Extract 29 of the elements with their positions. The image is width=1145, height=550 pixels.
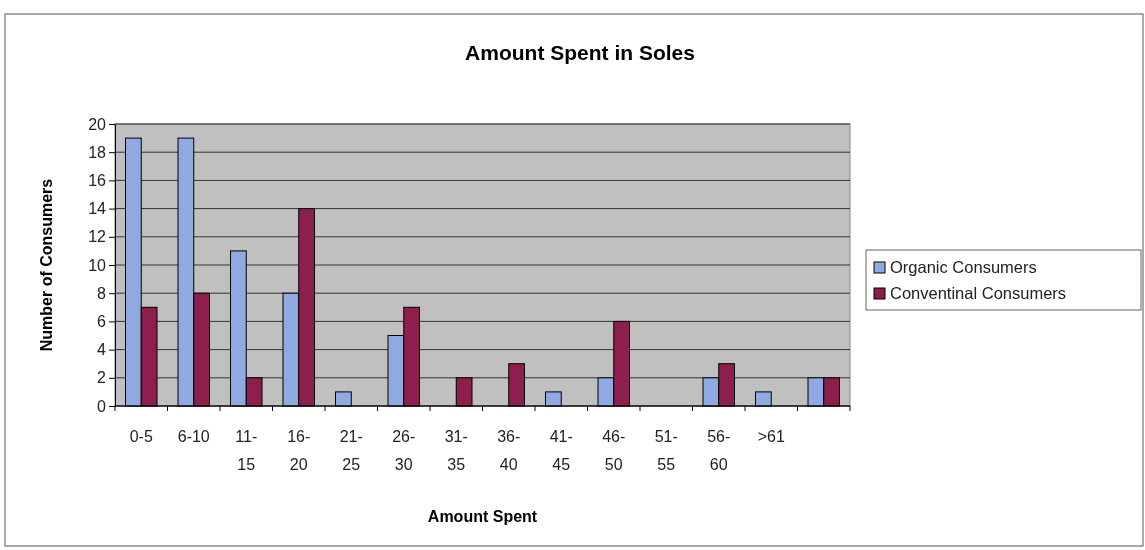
x-tick-label: 36-40 bbox=[497, 428, 521, 473]
x-tick-label: 6-10 bbox=[177, 428, 210, 445]
y-tick-label: 4 bbox=[97, 341, 107, 359]
x-tick-label: 31-35 bbox=[444, 428, 468, 473]
x-tick-label: 11-15 bbox=[235, 428, 258, 473]
x-tick-label: 26-30 bbox=[392, 428, 416, 473]
y-tick-label: 2 bbox=[97, 369, 107, 387]
x-tick-label: 0-5 bbox=[129, 428, 153, 445]
legend-label: Organic Consumers bbox=[890, 258, 1037, 276]
y-tick-label: 12 bbox=[88, 228, 107, 246]
y-tick-label: 6 bbox=[97, 313, 107, 331]
y-tick-label: 10 bbox=[88, 256, 107, 274]
x-tick-label: 46-50 bbox=[602, 428, 626, 473]
legend-label: Conventinal Consumers bbox=[890, 284, 1067, 302]
x-tick-label: 56-60 bbox=[707, 428, 731, 473]
x-tick-label: 21-25 bbox=[339, 428, 363, 473]
x-tick-label: >61 bbox=[757, 428, 785, 445]
y-tick-label: 14 bbox=[88, 200, 107, 218]
y-tick-label: 0 bbox=[97, 397, 107, 415]
y-tick-label: 18 bbox=[88, 143, 107, 161]
x-tick-label: 16-20 bbox=[287, 428, 311, 473]
y-axis-title: Number of Consumers bbox=[38, 178, 55, 352]
chart-title: Amount Spent in Soles bbox=[465, 41, 695, 64]
y-tick-label: 8 bbox=[97, 284, 107, 302]
x-tick-label: 51-55 bbox=[654, 428, 678, 473]
x-axis-title: Amount Spent bbox=[427, 508, 538, 525]
y-tick-label: 16 bbox=[88, 172, 107, 190]
y-tick-label: 20 bbox=[88, 115, 107, 133]
x-tick-label: 41-45 bbox=[549, 428, 573, 473]
